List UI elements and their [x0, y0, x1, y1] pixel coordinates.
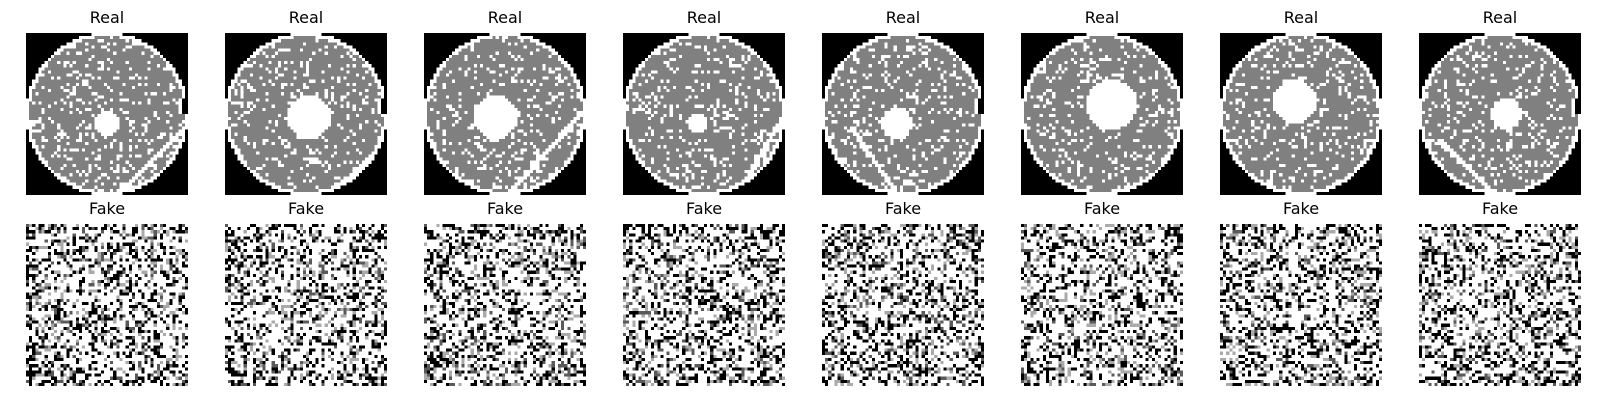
real-wafer-map: [1021, 33, 1183, 195]
real-sample-title: Real: [885, 8, 921, 27]
real-sample-image: [1419, 33, 1581, 195]
real-sample-image: [225, 33, 387, 195]
real-sample-title: Real: [1283, 8, 1319, 27]
real-sample-title: Real: [1084, 8, 1120, 27]
fake-wafer-map: [623, 224, 785, 386]
fake-wafer-map: [1220, 224, 1382, 386]
fake-wafer-map: [225, 224, 387, 386]
fake-wafer-map: [822, 224, 984, 386]
fake-sample-image: [623, 224, 785, 386]
real-sample-image: [1220, 33, 1382, 195]
real-sample-image: [623, 33, 785, 195]
real-wafer-map: [1220, 33, 1382, 195]
fake-sample-title: Fake: [88, 199, 126, 218]
fake-sample-title: Fake: [486, 199, 524, 218]
fake-sample-image: [822, 224, 984, 386]
fake-sample-image: [424, 224, 586, 386]
real-sample-title: Real: [89, 8, 125, 27]
fake-sample-title: Fake: [287, 199, 325, 218]
real-wafer-map: [1419, 33, 1581, 195]
real-wafer-map: [26, 33, 188, 195]
real-wafer-map: [424, 33, 586, 195]
real-sample-image: [424, 33, 586, 195]
fake-wafer-map: [1021, 224, 1183, 386]
real-sample-image: [1021, 33, 1183, 195]
fake-wafer-map: [424, 224, 586, 386]
fake-sample-title: Fake: [1083, 199, 1121, 218]
fake-sample-title: Fake: [1282, 199, 1320, 218]
fake-wafer-map: [1419, 224, 1581, 386]
real-wafer-map: [822, 33, 984, 195]
fake-sample-title: Fake: [1481, 199, 1519, 218]
fake-wafer-map: [26, 224, 188, 386]
real-wafer-map: [623, 33, 785, 195]
fake-sample-image: [225, 224, 387, 386]
real-sample-title: Real: [686, 8, 722, 27]
fake-sample-image: [1419, 224, 1581, 386]
fake-sample-title: Fake: [884, 199, 922, 218]
real-wafer-map: [225, 33, 387, 195]
real-sample-image: [822, 33, 984, 195]
real-sample-title: Real: [487, 8, 523, 27]
fake-sample-image: [1220, 224, 1382, 386]
fake-sample-title: Fake: [685, 199, 723, 218]
fake-sample-image: [1021, 224, 1183, 386]
real-sample-title: Real: [288, 8, 324, 27]
fake-sample-image: [26, 224, 188, 386]
real-sample-title: Real: [1482, 8, 1518, 27]
real-sample-image: [26, 33, 188, 195]
